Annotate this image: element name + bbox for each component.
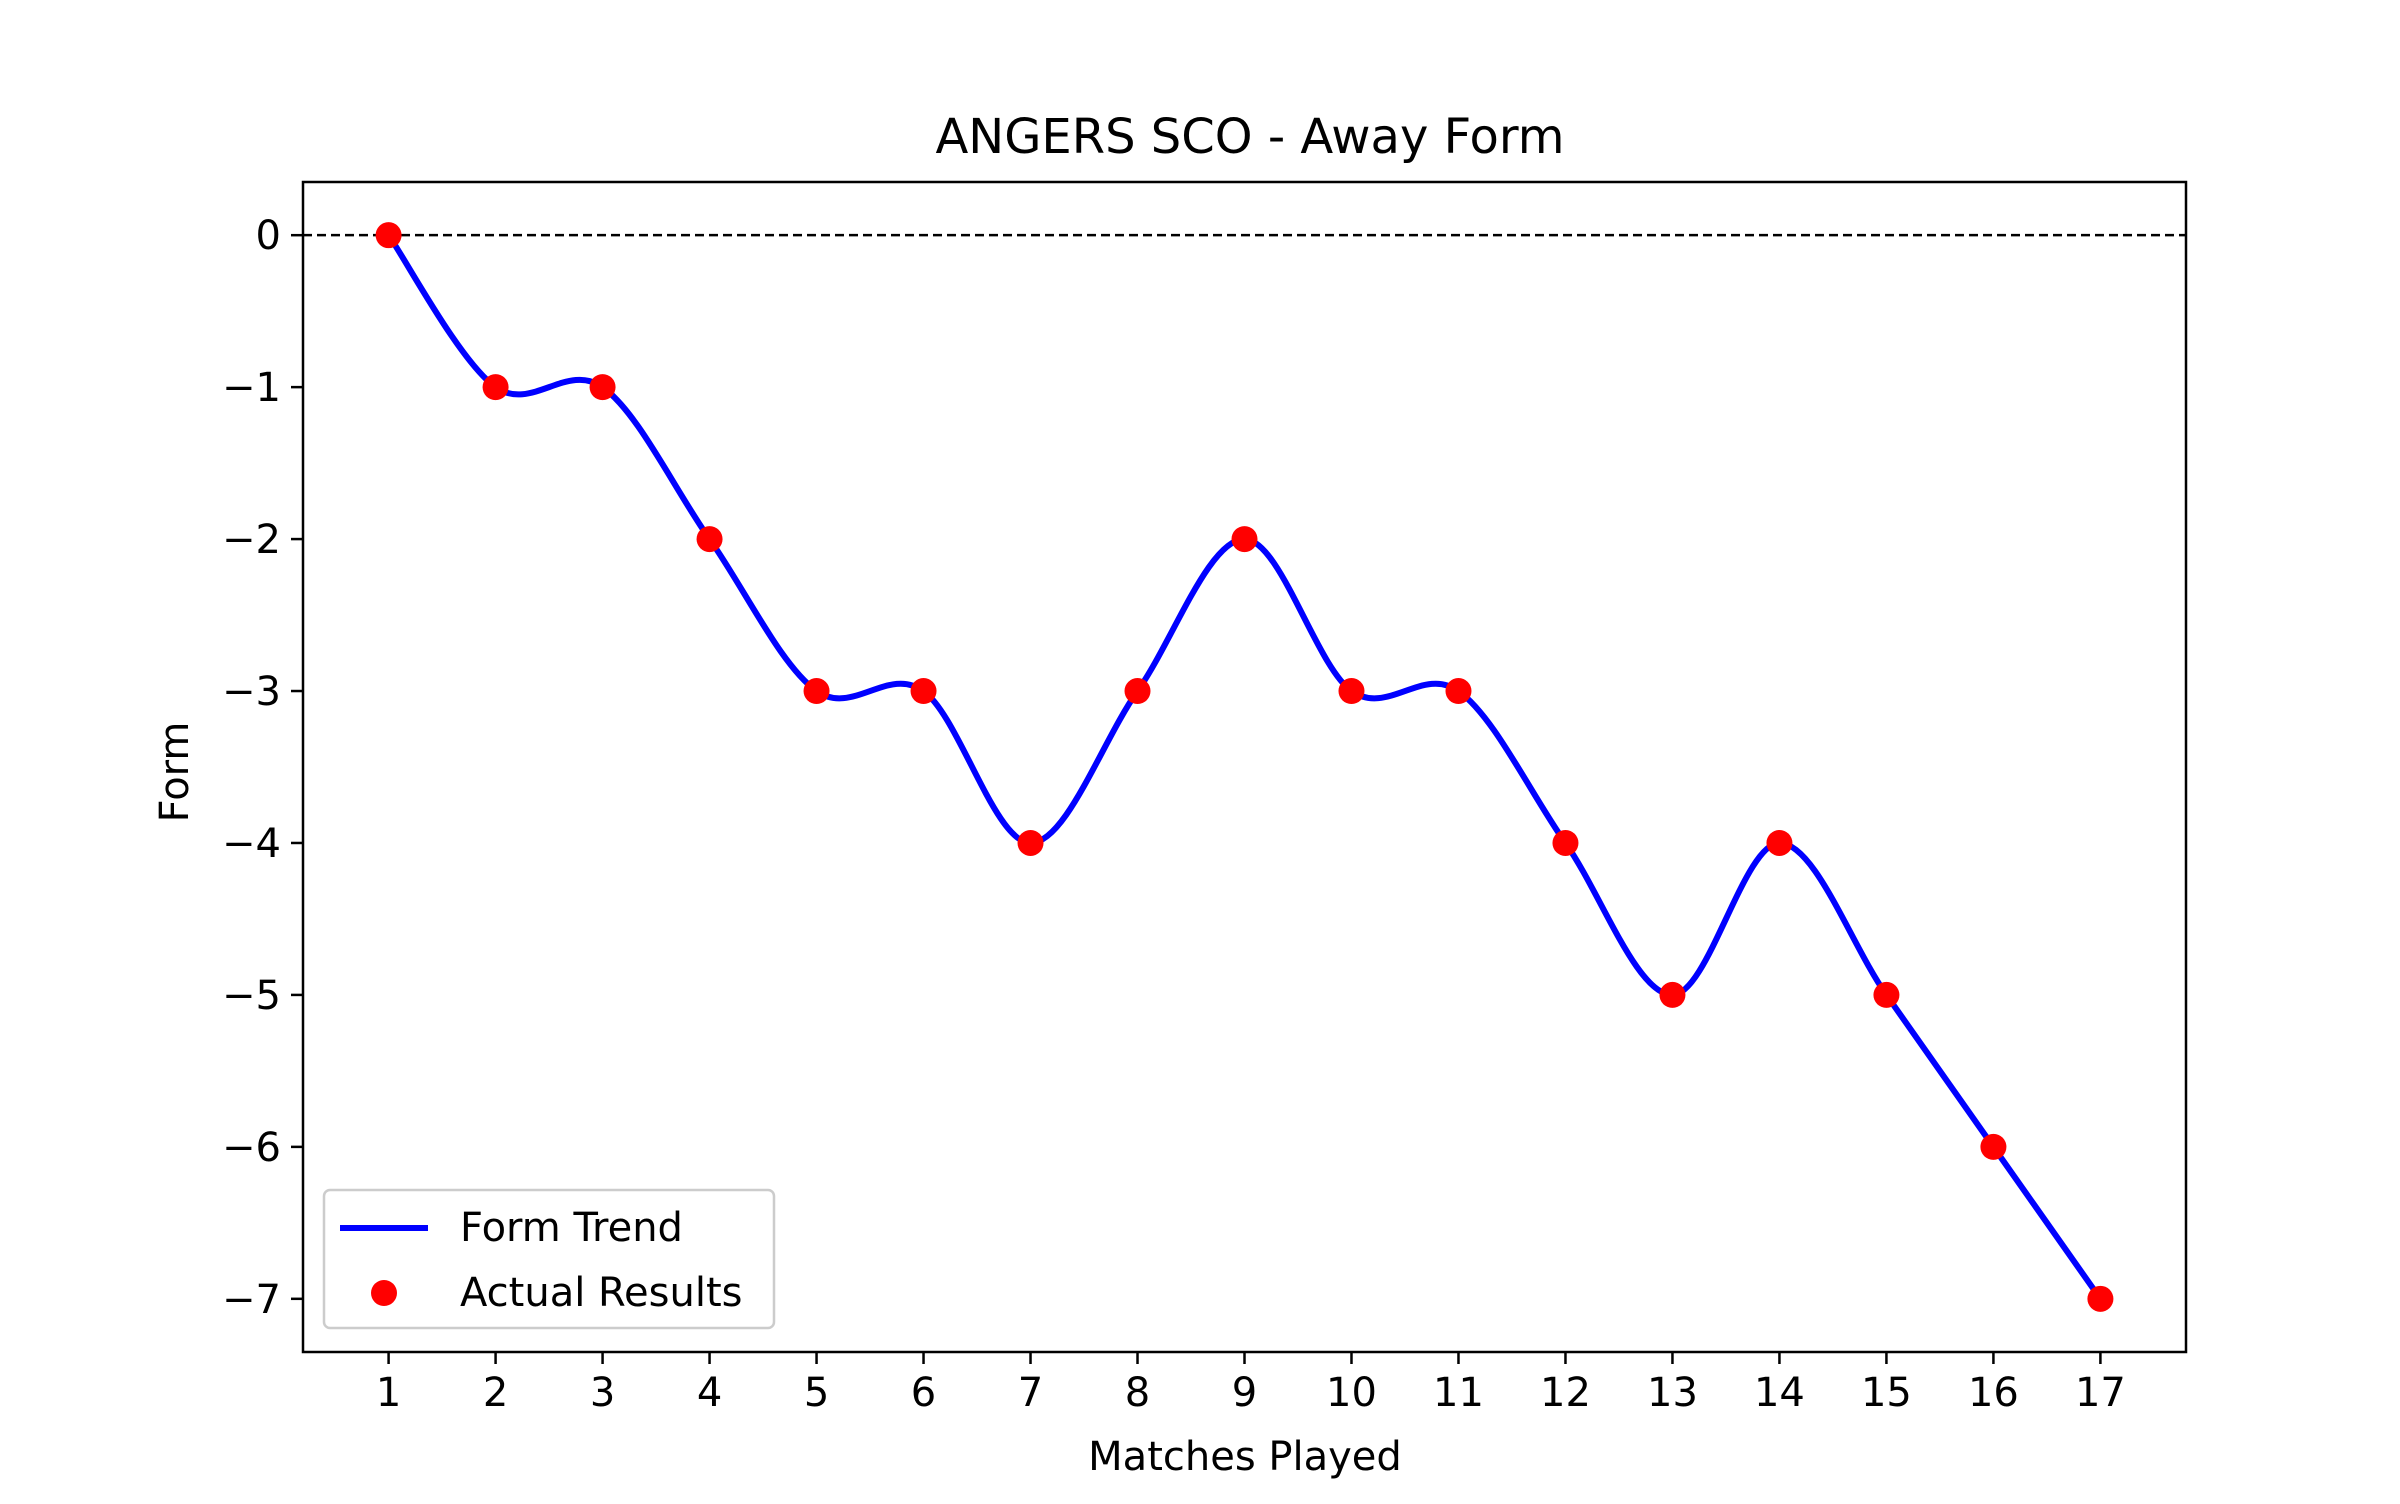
legend-label-form-trend: Form Trend <box>460 1205 683 1251</box>
y-tick-label: −3 <box>222 669 281 715</box>
form-trend-line <box>385 232 2104 1302</box>
x-tick-label: 5 <box>804 1370 829 1416</box>
x-tick-label: 12 <box>1540 1370 1591 1416</box>
x-tick-label: 10 <box>1326 1370 1377 1416</box>
legend-label-actual-results: Actual Results <box>460 1270 742 1316</box>
x-tick-label: 9 <box>1232 1370 1257 1416</box>
x-tick-label: 6 <box>911 1370 936 1416</box>
x-tick-label: 11 <box>1433 1370 1484 1416</box>
actual-result-point <box>1445 678 1472 705</box>
chart-title: ANGERS SCO - Away Form <box>935 109 1564 165</box>
y-tick-label: 0 <box>256 213 281 259</box>
actual-result-point <box>589 374 616 401</box>
actual-result-point <box>375 222 402 249</box>
actual-result-point <box>2087 1285 2114 1312</box>
y-tick-label: −7 <box>222 1277 281 1323</box>
plot-area <box>303 222 2186 1312</box>
actual-result-point <box>910 678 937 705</box>
x-tick-label: 8 <box>1125 1370 1150 1416</box>
actual-result-point <box>1873 981 1900 1008</box>
x-tick-label: 7 <box>1018 1370 1043 1416</box>
actual-result-point <box>482 374 509 401</box>
legend-dot-marker <box>371 1280 397 1306</box>
y-axis-label: Form <box>152 722 198 823</box>
x-tick-label: 4 <box>697 1370 722 1416</box>
y-tick-label: −5 <box>222 973 281 1019</box>
legend: Form Trend Actual Results <box>322 1188 776 1330</box>
y-tick-label: −2 <box>222 517 281 563</box>
x-tick-label: 16 <box>1968 1370 2019 1416</box>
actual-result-point <box>1659 981 1686 1008</box>
actual-result-point <box>1017 829 1044 856</box>
x-tick-label: 13 <box>1647 1370 1698 1416</box>
actual-result-point <box>1338 678 1365 705</box>
y-tick-label: −4 <box>222 821 281 867</box>
x-axis: 1 2 3 4 5 6 7 8 9 10 11 12 13 14 15 16 17 <box>376 1352 2126 1416</box>
actual-result-point <box>1980 1133 2007 1160</box>
actual-result-point <box>1231 526 1258 553</box>
actual-result-point <box>1766 829 1793 856</box>
plot-frame <box>301 180 2188 1354</box>
x-tick-label: 15 <box>1861 1370 1912 1416</box>
actual-result-point <box>803 678 830 705</box>
x-axis-label: Matches Played <box>1088 1434 1402 1480</box>
y-tick-label: −6 <box>222 1125 281 1171</box>
actual-result-point <box>696 526 723 553</box>
x-tick-label: 3 <box>590 1370 615 1416</box>
x-tick-label: 14 <box>1754 1370 1805 1416</box>
x-tick-label: 17 <box>2075 1370 2126 1416</box>
actual-result-point <box>1552 829 1579 856</box>
actual-result-point <box>1124 678 1151 705</box>
x-tick-label: 1 <box>376 1370 401 1416</box>
x-tick-label: 2 <box>483 1370 508 1416</box>
y-axis: 0 −1 −2 −3 −4 −5 −6 −7 <box>222 213 303 1323</box>
legend-box <box>322 1188 776 1330</box>
y-tick-label: −1 <box>222 365 281 411</box>
